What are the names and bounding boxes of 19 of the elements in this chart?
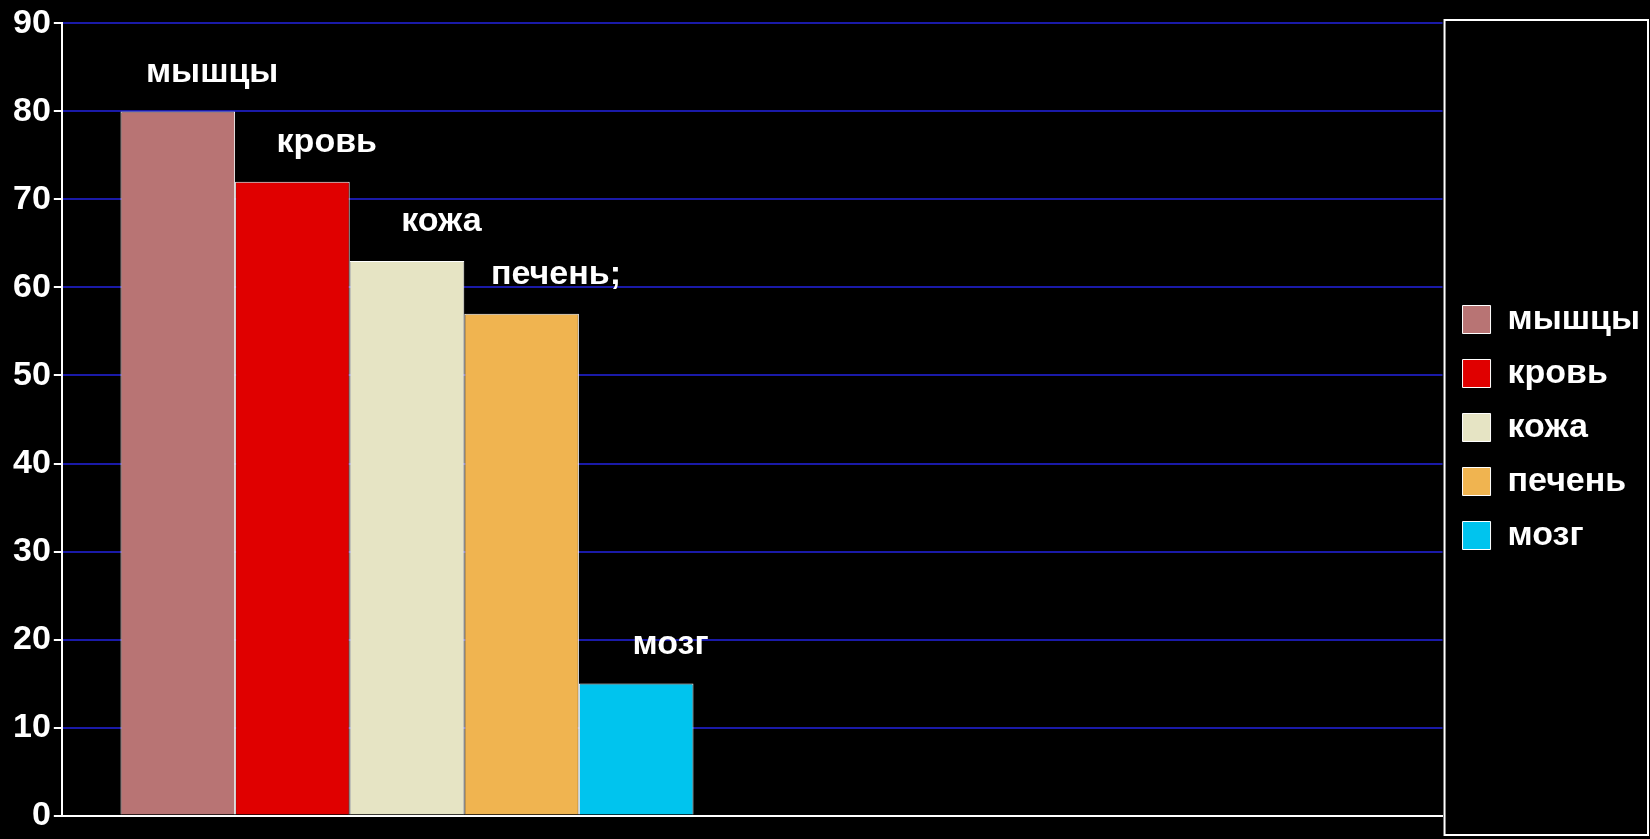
y-tick-label: 70 — [12, 177, 51, 216]
y-tick-label: 40 — [12, 441, 51, 480]
y-tick-label: 50 — [12, 353, 51, 392]
data-label: мышцы — [145, 50, 279, 89]
y-tick-label: 20 — [12, 617, 51, 656]
y-tick-label: 0 — [31, 793, 51, 832]
data-label: кровь — [276, 121, 377, 160]
data-label: кожа — [401, 200, 483, 239]
legend-label: кожа — [1507, 405, 1589, 444]
legend-label: мышцы — [1507, 297, 1640, 336]
y-tick-label: 60 — [12, 265, 51, 304]
y-tick-label: 80 — [12, 89, 51, 128]
data-label: печень; — [490, 253, 621, 292]
legend-label: печень — [1507, 459, 1627, 498]
legend-label: мозг — [1507, 513, 1584, 552]
y-tick-label: 30 — [12, 529, 51, 568]
legend-label: кровь — [1507, 351, 1608, 390]
y-tick-label: 90 — [12, 1, 51, 40]
y-tick-label: 10 — [12, 705, 51, 744]
